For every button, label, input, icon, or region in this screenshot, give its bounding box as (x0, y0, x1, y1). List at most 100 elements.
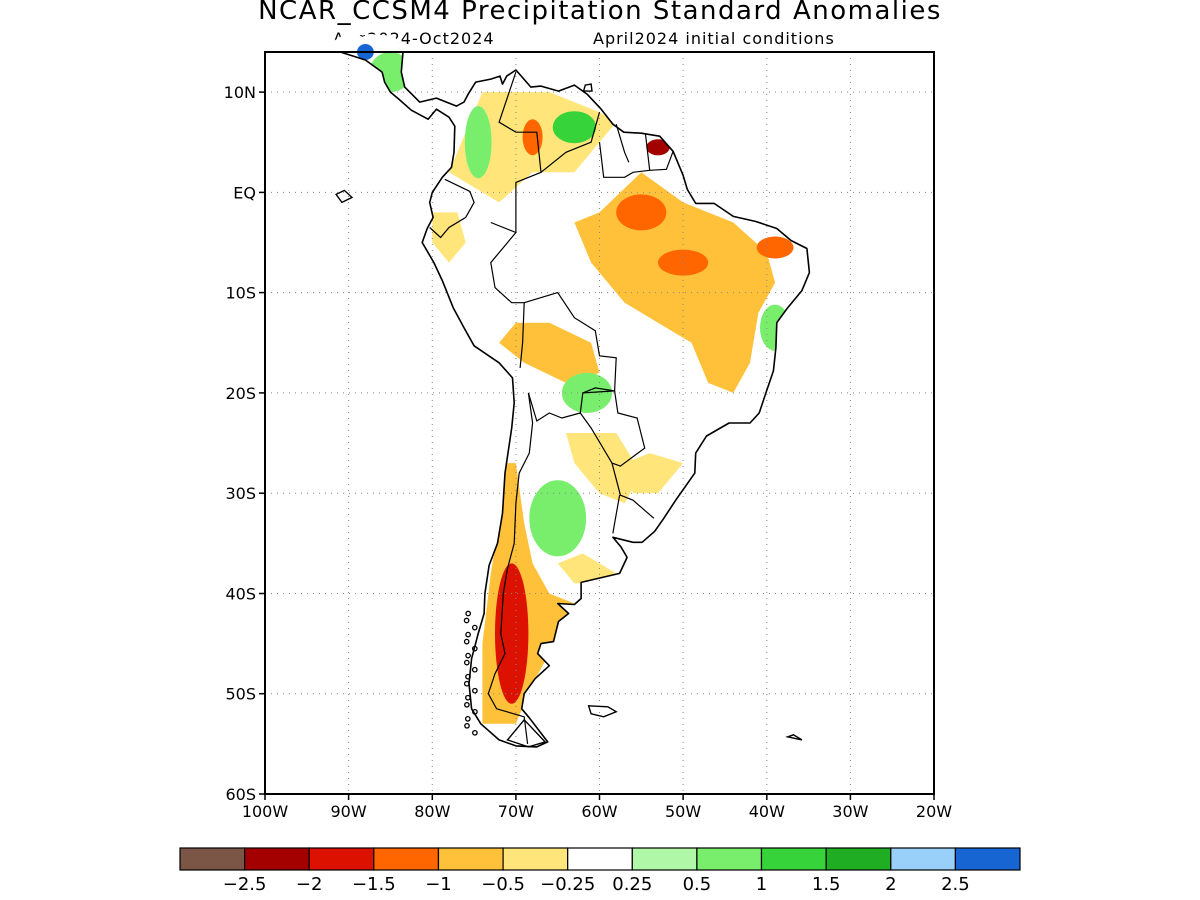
island-coastline (463, 617, 470, 624)
colorbar-swatch (179, 847, 246, 871)
lat-tick-label: 20S (225, 384, 256, 403)
colorbar-label: −2.5 (223, 874, 267, 895)
lon-tick-label: 30W (832, 802, 868, 821)
anomaly-band (432, 212, 466, 263)
colorbar-swatch (890, 847, 956, 871)
anomaly-region (616, 194, 667, 231)
lon-tick-label: 100W (242, 802, 289, 821)
island-coastline (506, 718, 547, 748)
country-border (598, 142, 674, 178)
colorbar-swatch (308, 847, 375, 871)
island-coastline (582, 83, 593, 92)
anomaly-region (552, 111, 597, 144)
island-coastline (471, 666, 478, 673)
island-coastline (464, 701, 470, 708)
lon-tick-label: 80W (414, 802, 450, 821)
colorbar-swatch (437, 847, 504, 871)
colorbar-label: 0.5 (683, 874, 712, 895)
latitude-labels: 10N EQ 10S 20S 30S 40S 50S 60S (224, 83, 265, 804)
island-coastline (472, 708, 478, 715)
country-border (429, 178, 475, 239)
coastlines (335, 52, 811, 748)
colorbar-swatch (244, 847, 310, 871)
colorbar-swatch (567, 847, 633, 871)
lat-tick-label: 10N (224, 83, 256, 102)
lat-tick-label: 30S (225, 484, 256, 503)
colorbar-label: 1 (756, 874, 767, 895)
island-coastline (465, 652, 471, 659)
anomaly-region (522, 119, 543, 156)
island-coastline (465, 694, 471, 701)
lat-tick-label: 10S (225, 284, 256, 303)
anomaly-region (646, 139, 670, 156)
colorbar-swatch (696, 847, 763, 871)
colorbar-label: 0.25 (612, 874, 652, 895)
island-coastline (472, 729, 478, 736)
island-coastline (465, 631, 471, 638)
lat-tick-label: 50S (225, 685, 256, 704)
longitude-labels: 100W 90W 80W 70W 60W 50W 40W 30W 20W (242, 794, 952, 821)
country-border (498, 71, 542, 233)
lon-tick-label: 40W (749, 802, 785, 821)
country-border (612, 495, 621, 534)
initial-conditions: April2024 initial conditions (593, 29, 835, 48)
lat-tick-label: 60S (225, 785, 256, 804)
colorbar-label: −2 (296, 874, 323, 895)
colorbar-swatch (631, 847, 698, 871)
anomaly-band (499, 322, 600, 383)
island-coastline (463, 638, 470, 645)
colorbar-label: 2 (885, 874, 896, 895)
island-coastline (465, 610, 472, 617)
anomaly-band (566, 433, 642, 504)
colorbar-label: 2.5 (941, 874, 970, 895)
island-coastline (463, 680, 470, 687)
anomaly-band (624, 453, 684, 494)
island-coastline (463, 659, 470, 666)
graticule (265, 52, 934, 794)
colorbar-swatch (502, 847, 569, 871)
coastline-south-america (338, 52, 811, 748)
island-coastline (587, 705, 618, 718)
country-border (540, 112, 601, 173)
country-border (579, 412, 655, 519)
lon-tick-label: 50W (665, 802, 701, 821)
colorbar-swatch (825, 847, 892, 871)
island-coastline (464, 715, 471, 722)
island-coastline (785, 734, 803, 741)
island-coastline (464, 722, 470, 729)
lon-tick-label: 70W (498, 802, 534, 821)
anomaly-band (574, 172, 776, 393)
country-border (487, 392, 534, 744)
anomaly-shading (357, 44, 794, 724)
lat-tick-label: 40S (225, 585, 256, 604)
island-coastline (471, 645, 478, 652)
colorbar-label: 1.5 (812, 874, 841, 895)
colorbar-label: −0.25 (540, 874, 595, 895)
lat-tick-label: EQ (233, 183, 256, 202)
island-coastline (472, 687, 478, 694)
anomaly-band (557, 553, 617, 584)
anomaly-region (495, 563, 529, 704)
colorbar-swatch (954, 847, 1021, 871)
country-border (615, 124, 630, 163)
island-coastline (335, 189, 354, 204)
colorbar-label: −1 (425, 874, 452, 895)
anomaly-region (464, 106, 492, 179)
country-border (644, 134, 651, 171)
country-borders (429, 71, 674, 744)
country-border (582, 387, 646, 467)
colorbar: −2.5 −2 −1.5 −1 −0.5 −0.25 0.25 0.5 1 1.5 2 2.5 (179, 847, 1021, 895)
lon-tick-label: 60W (581, 802, 617, 821)
anomaly-region (529, 480, 587, 557)
country-border (490, 221, 525, 368)
colorbar-label: −1.5 (352, 874, 396, 895)
lon-tick-label: 90W (331, 802, 367, 821)
colorbar-swatch (760, 847, 827, 871)
colorbar-label: −0.5 (481, 874, 525, 895)
island-coastline (465, 673, 471, 680)
anomaly-region (756, 236, 794, 259)
island-coastline (471, 624, 478, 631)
map-title: NCAR_CCSM4 Precipitation Standard Anomal… (258, 0, 942, 26)
lon-tick-label: 20W (916, 802, 952, 821)
